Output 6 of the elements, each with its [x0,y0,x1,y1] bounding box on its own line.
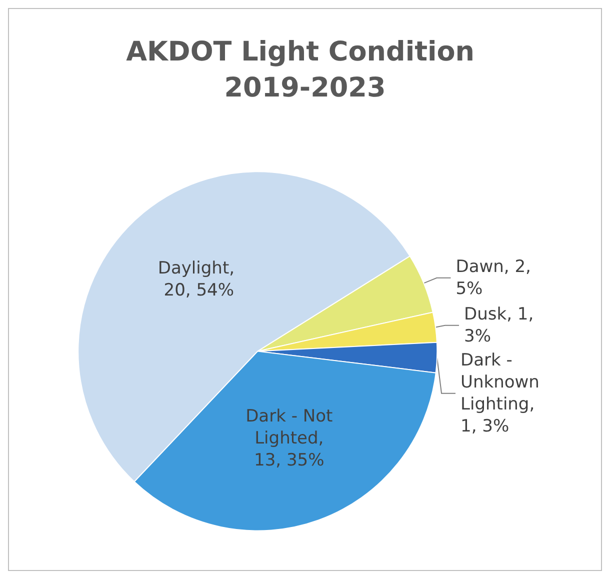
slice-label: Dusk, 1, 3% [464,304,540,346]
slice-label: Dawn, 2, 5% [456,256,536,299]
chart-title: AKDOT Light Condition 2019-2023 [126,36,484,104]
slice-label: Dark - Not Lighted, 13, 35% [246,406,333,470]
slice-label: Dark - Unknown Lighting, 1, 3% [460,350,545,436]
slice-label: Daylight, 20, 54% [158,258,240,300]
